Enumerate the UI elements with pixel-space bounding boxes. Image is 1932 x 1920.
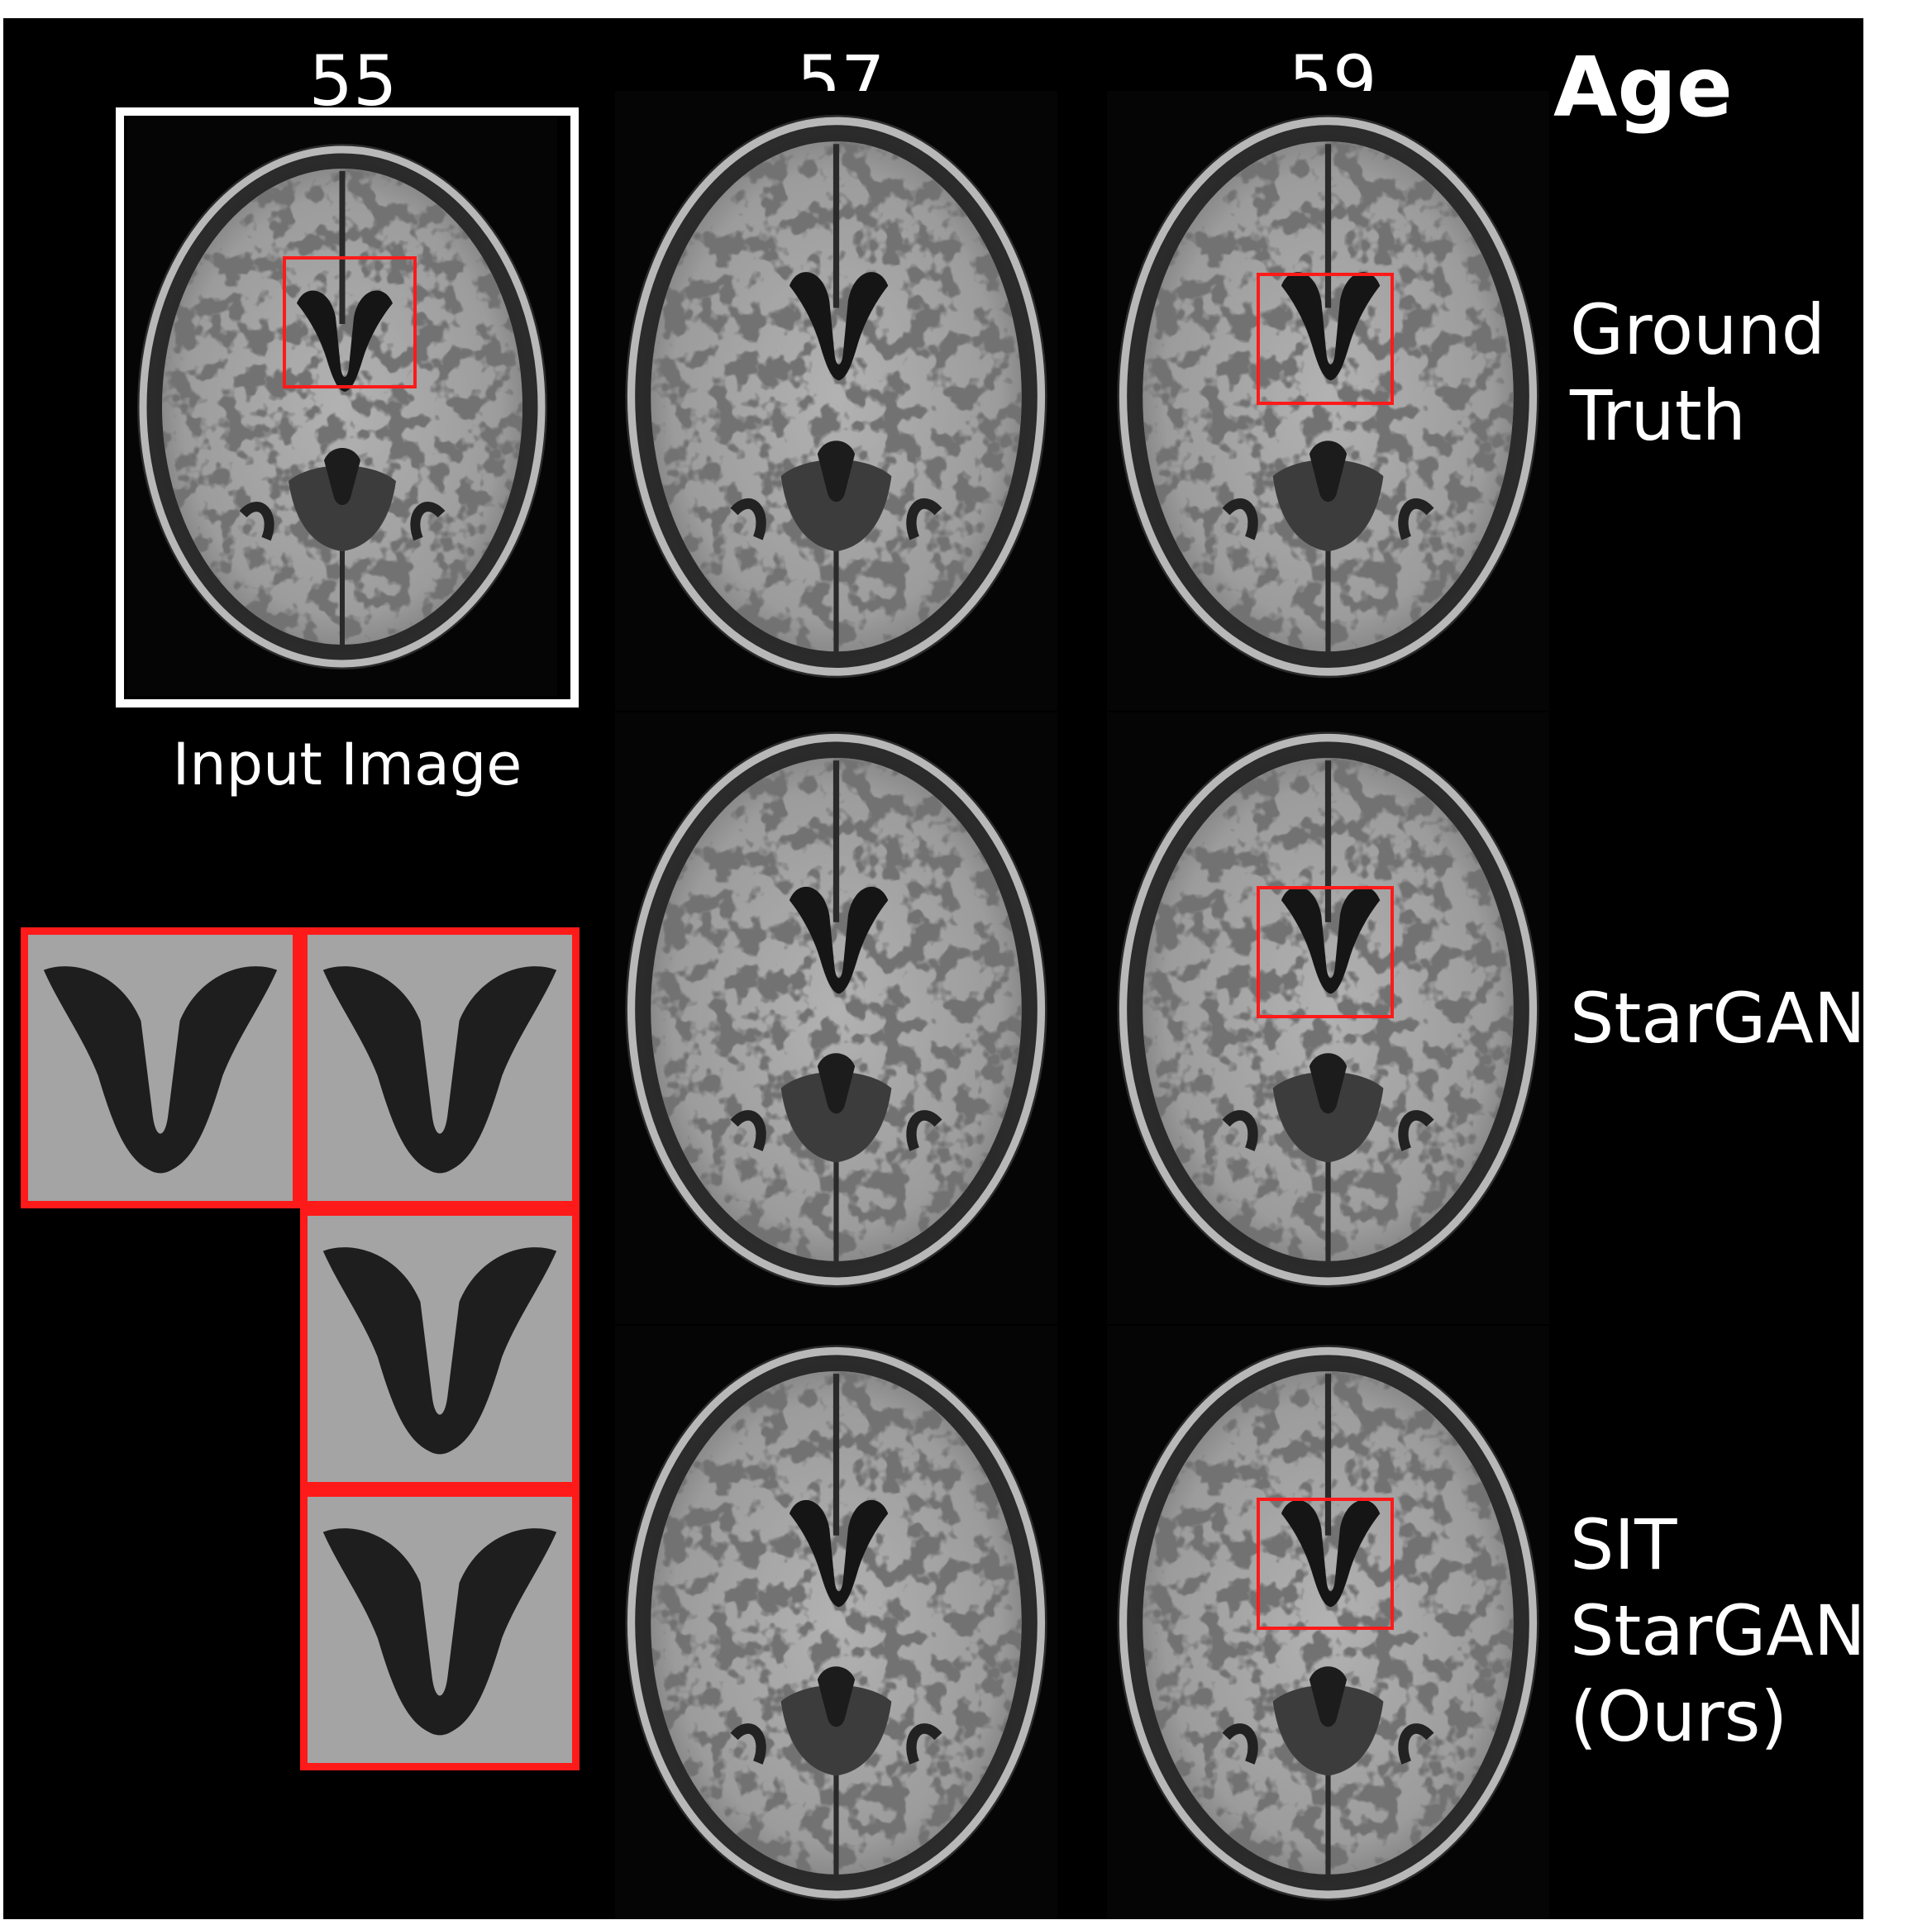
brain-image-sit-stargan-59 — [1107, 1326, 1549, 1919]
input-image-caption: Input Image — [172, 731, 522, 798]
roi-box — [1257, 1498, 1394, 1630]
brain-image-ground-truth-57 — [615, 91, 1057, 711]
input-image-frame — [116, 107, 579, 707]
zoom-inset-ground-truth — [300, 927, 580, 1208]
brain-image-stargan-57 — [615, 712, 1057, 1324]
brain-image-ground-truth-59 — [1107, 91, 1549, 711]
row-label-stargan: StarGAN — [1570, 978, 1863, 1059]
brain-image-ground-truth-55 — [127, 117, 557, 696]
zoom-inset-sit-stargan — [300, 1489, 580, 1770]
brain-image-stargan-59 — [1107, 712, 1549, 1324]
figure-panel: 55 57 59 Age Ground Truth StarGAN SIT St… — [3, 18, 1863, 1919]
zoom-inset-input — [21, 927, 300, 1208]
column-label-age-55: 55 — [308, 40, 398, 121]
roi-box — [283, 256, 417, 388]
roi-box — [1257, 886, 1394, 1018]
brain-image-sit-stargan-57 — [615, 1326, 1057, 1919]
zoom-inset-stargan — [300, 1208, 580, 1489]
row-label-sit-stargan-ours: SIT StarGAN (Ours) — [1570, 1504, 1863, 1758]
axis-title-age: Age — [1553, 39, 1733, 136]
row-label-ground-truth: Ground Truth — [1570, 289, 1825, 457]
roi-box — [1257, 273, 1394, 405]
